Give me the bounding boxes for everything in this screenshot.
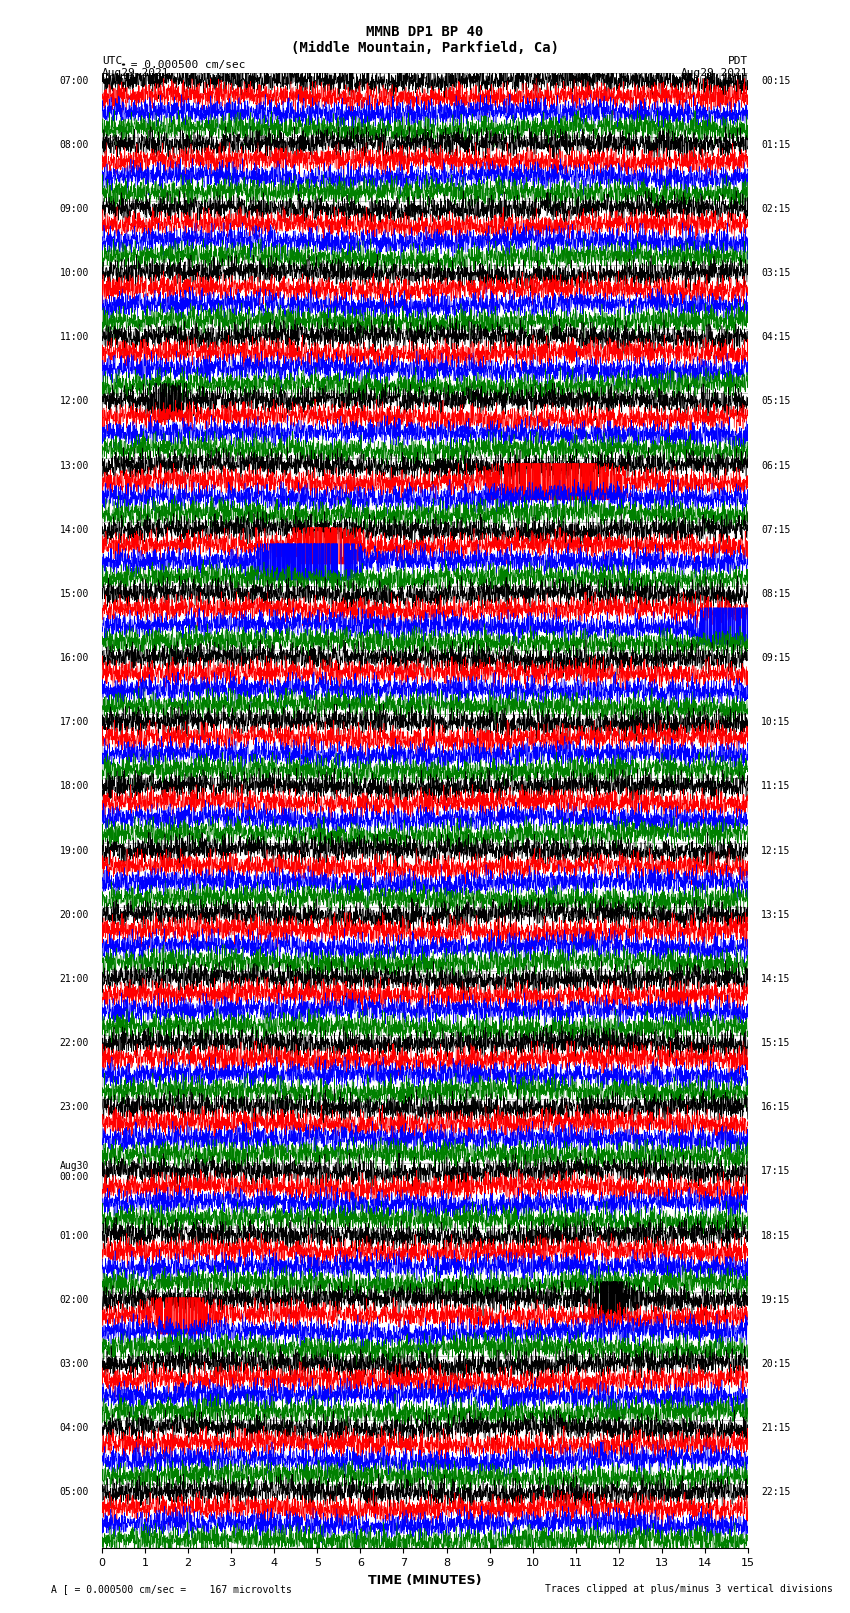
Text: Aug30
00:00: Aug30 00:00	[60, 1161, 89, 1182]
Text: PDT: PDT	[728, 56, 748, 66]
Text: Aug29,2021: Aug29,2021	[102, 68, 169, 77]
Text: 20:00: 20:00	[60, 910, 89, 919]
Text: 22:00: 22:00	[60, 1039, 89, 1048]
Text: 18:15: 18:15	[761, 1231, 790, 1240]
Text: Traces clipped at plus/minus 3 vertical divisions: Traces clipped at plus/minus 3 vertical …	[545, 1584, 833, 1594]
Text: 02:15: 02:15	[761, 203, 790, 215]
Text: 04:15: 04:15	[761, 332, 790, 342]
Text: 14:15: 14:15	[761, 974, 790, 984]
Title: MMNB DP1 BP 40
(Middle Mountain, Parkfield, Ca): MMNB DP1 BP 40 (Middle Mountain, Parkfie…	[291, 24, 559, 55]
Text: 04:00: 04:00	[60, 1423, 89, 1434]
Text: = 0.000500 cm/sec: = 0.000500 cm/sec	[124, 60, 246, 69]
Text: 12:15: 12:15	[761, 845, 790, 855]
Text: Aug29,2021: Aug29,2021	[681, 68, 748, 77]
Text: 22:15: 22:15	[761, 1487, 790, 1497]
Text: 09:15: 09:15	[761, 653, 790, 663]
Text: 13:15: 13:15	[761, 910, 790, 919]
Text: 16:15: 16:15	[761, 1102, 790, 1113]
Text: 08:00: 08:00	[60, 140, 89, 150]
Text: 17:15: 17:15	[761, 1166, 790, 1176]
Text: 15:15: 15:15	[761, 1039, 790, 1048]
Text: 21:15: 21:15	[761, 1423, 790, 1434]
Text: 08:15: 08:15	[761, 589, 790, 598]
Text: 03:15: 03:15	[761, 268, 790, 277]
Text: UTC: UTC	[102, 56, 122, 66]
Text: 11:00: 11:00	[60, 332, 89, 342]
Text: 07:15: 07:15	[761, 524, 790, 536]
Text: 17:00: 17:00	[60, 718, 89, 727]
Text: 10:00: 10:00	[60, 268, 89, 277]
Text: 05:15: 05:15	[761, 397, 790, 406]
Text: 01:15: 01:15	[761, 140, 790, 150]
X-axis label: TIME (MINUTES): TIME (MINUTES)	[368, 1574, 482, 1587]
Text: 19:15: 19:15	[761, 1295, 790, 1305]
Text: 06:15: 06:15	[761, 461, 790, 471]
Text: A [ = 0.000500 cm/sec =    167 microvolts: A [ = 0.000500 cm/sec = 167 microvolts	[51, 1584, 292, 1594]
Text: 14:00: 14:00	[60, 524, 89, 536]
Text: 11:15: 11:15	[761, 781, 790, 792]
Text: 19:00: 19:00	[60, 845, 89, 855]
Text: 03:00: 03:00	[60, 1360, 89, 1369]
Text: 13:00: 13:00	[60, 461, 89, 471]
Text: 15:00: 15:00	[60, 589, 89, 598]
Text: 16:00: 16:00	[60, 653, 89, 663]
Text: 01:00: 01:00	[60, 1231, 89, 1240]
Text: 00:15: 00:15	[761, 76, 790, 85]
Text: 20:15: 20:15	[761, 1360, 790, 1369]
Text: 23:00: 23:00	[60, 1102, 89, 1113]
Text: 12:00: 12:00	[60, 397, 89, 406]
Text: 09:00: 09:00	[60, 203, 89, 215]
Text: 18:00: 18:00	[60, 781, 89, 792]
Text: 02:00: 02:00	[60, 1295, 89, 1305]
Text: 05:00: 05:00	[60, 1487, 89, 1497]
Text: 10:15: 10:15	[761, 718, 790, 727]
Text: 21:00: 21:00	[60, 974, 89, 984]
Text: 07:00: 07:00	[60, 76, 89, 85]
